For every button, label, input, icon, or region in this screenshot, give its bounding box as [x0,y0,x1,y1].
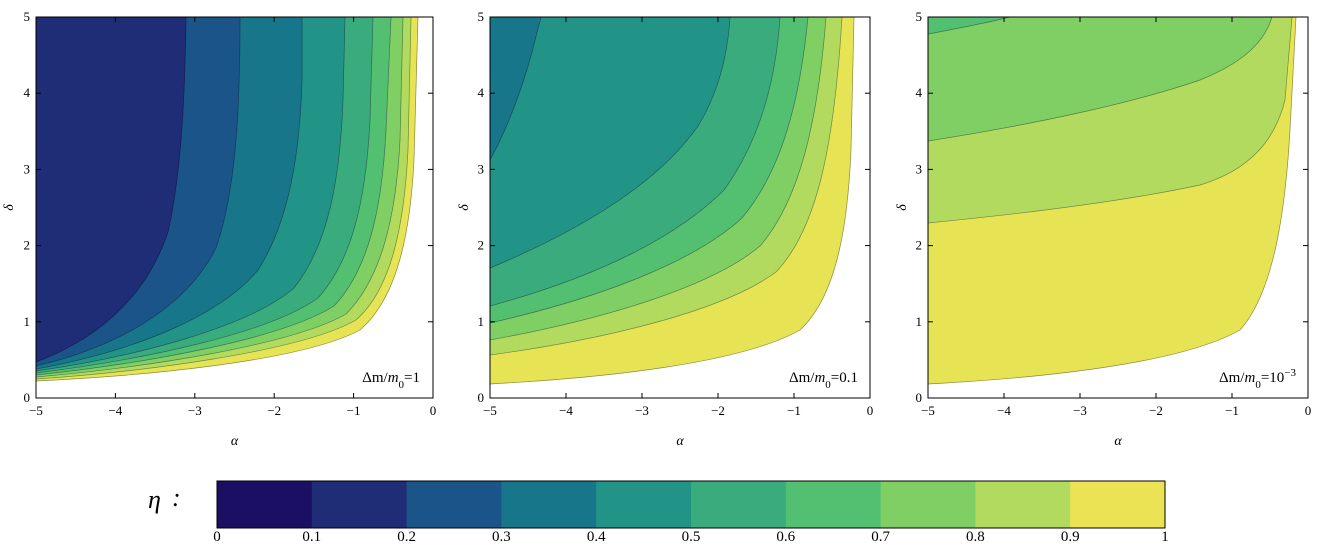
panel-2-ytick-label: 0 [478,390,485,405]
panel-3: −5 −4 −3 −2 −1 0 0 1 2 3 4 5 α δ Δm/m0=10−3 [895,9,1311,449]
panel-1-ytick-label: 0 [24,390,31,405]
colorbar-tick-label: 0.3 [492,529,511,544]
colorbar-cell [1070,481,1166,528]
panel-2-label: Δm/m0=0.1 [789,370,858,391]
colorbar-tick-label: 0.6 [776,529,795,544]
colorbar-cell [691,481,787,528]
panel-2-xtick-label: −1 [787,403,801,418]
panel-1: −5 −4 −3 −2 −1 0 0 1 2 3 4 5 α δ Δm/m0=1 [2,9,436,449]
panel-2-ytick-label: 1 [478,314,485,329]
colorbar-tick-label: 0.5 [682,529,701,544]
panel-3-label: Δm/m0=10−3 [1219,367,1297,391]
panel-1-ytick-label: 3 [24,161,31,176]
panel-2-xtick-label: 0 [867,403,874,418]
colorbar-cell [217,481,313,528]
panel-3-ytick-label: 2 [916,238,923,253]
panel-2-region-eta-0.4-0.5 [490,17,731,269]
colorbar-symbol: η [148,485,161,514]
panel-1-frame [35,16,434,399]
colorbar-cell [785,481,882,528]
panel-2-xtick-label: −4 [559,403,573,418]
panel-3-xtick-label: −5 [921,403,935,418]
panel-2-xtick-label: −3 [635,403,649,418]
panel-2-region-eta-0.3-0.4 [490,17,542,161]
panel-1-xtick-label: −5 [29,403,43,418]
panel-3-frame [927,16,1309,399]
panel-2-xlabel: α [676,434,684,449]
colorbar-separator: : [172,483,181,512]
panel-3-xtick-label: −3 [1073,403,1087,418]
colorbar-tick-label: 0.8 [966,529,985,544]
panel-1-ytick-label: 1 [24,314,31,329]
panel-1-ytick-label: 2 [24,238,31,253]
panel-3-xtick-label: −1 [1225,403,1239,418]
panel-2-xtick-label: −5 [483,403,497,418]
colorbar-cell [406,481,502,528]
panel-3-region-eta-0.7-0.8 [928,17,1273,142]
colorbar-cell [501,481,597,528]
colorbar-tick-label: 0 [213,529,221,544]
panel-1-region-eta-0.1-0.2 [36,17,187,363]
panel-2-ytick-label: 5 [478,9,485,24]
panel-1-xtick-label: −4 [108,403,122,418]
panel-3-ytick-label: 0 [916,390,923,405]
panel-1-xtick-label: −3 [188,403,202,418]
panel-2-ytick-label: 2 [478,238,485,253]
colorbar-tick-label: 0.9 [1061,529,1080,544]
panel-1-xtick-label: 0 [430,403,437,418]
panel-1-ticks: −5 −4 −3 −2 −1 0 0 1 2 3 4 5 [24,9,437,418]
colorbar-frame [216,480,1166,529]
colorbar-cell [975,481,1071,528]
colorbar-cell [311,481,408,528]
colorbar-tick-label: 0.1 [302,529,321,544]
panel-3-xtick-label: −2 [1149,403,1163,418]
panel-3-xtick-label: 0 [1305,403,1312,418]
panel-2-ytick-label: 4 [478,85,485,100]
panel-3-xlabel: α [1114,434,1122,449]
colorbar-tick-label: 0.4 [587,529,606,544]
panel-3-ytick-label: 3 [916,161,923,176]
colorbar-cells [217,481,1166,528]
panel-3-ylabel: δ [895,204,910,211]
panel-1-label: Δm/m0=1 [362,370,420,391]
panel-2-ytick-label: 3 [478,161,485,176]
panel-3-ytick-label: 1 [916,314,923,329]
colorbar-tick-label: 1 [1161,529,1169,544]
panel-2-ticks: −5 −4 −3 −2 −1 0 0 1 2 3 4 5 [478,9,874,418]
colorbar-tick-label: 0.2 [397,529,416,544]
colorbar-ticks: 0 0.1 0.2 0.3 0.4 0.5 0.6 0.7 0.8 0.9 1 [213,529,1169,545]
panel-1-ytick-label: 4 [24,85,31,100]
panel-2-ylabel: δ [457,204,472,211]
panel-3-xtick-label: −4 [997,403,1011,418]
panel-1-xtick-label: −1 [347,403,361,418]
panel-1-ylabel: δ [2,204,17,211]
panel-3-ytick-label: 4 [916,85,923,100]
panel-2: −5 −4 −3 −2 −1 0 0 1 2 3 4 5 α δ Δm/m0=0.1 [457,9,873,449]
panel-3-ticks: −5 −4 −3 −2 −1 0 0 1 2 3 4 5 [916,9,1312,418]
colorbar: η : 0 0.1 0.2 0.3 0.4 0.5 0.6 0.7 0.8 0.9 1 [148,480,1169,545]
colorbar-cell [880,481,976,528]
panel-3-ytick-label: 5 [916,9,923,24]
panel-1-xtick-label: −2 [267,403,281,418]
colorbar-cell [596,481,692,528]
panel-1-ytick-label: 5 [24,9,31,24]
colorbar-tick-label: 0.7 [871,529,890,544]
panel-2-xtick-label: −2 [711,403,725,418]
panel-1-xlabel: α [231,434,239,449]
panel-2-frame [489,16,871,399]
